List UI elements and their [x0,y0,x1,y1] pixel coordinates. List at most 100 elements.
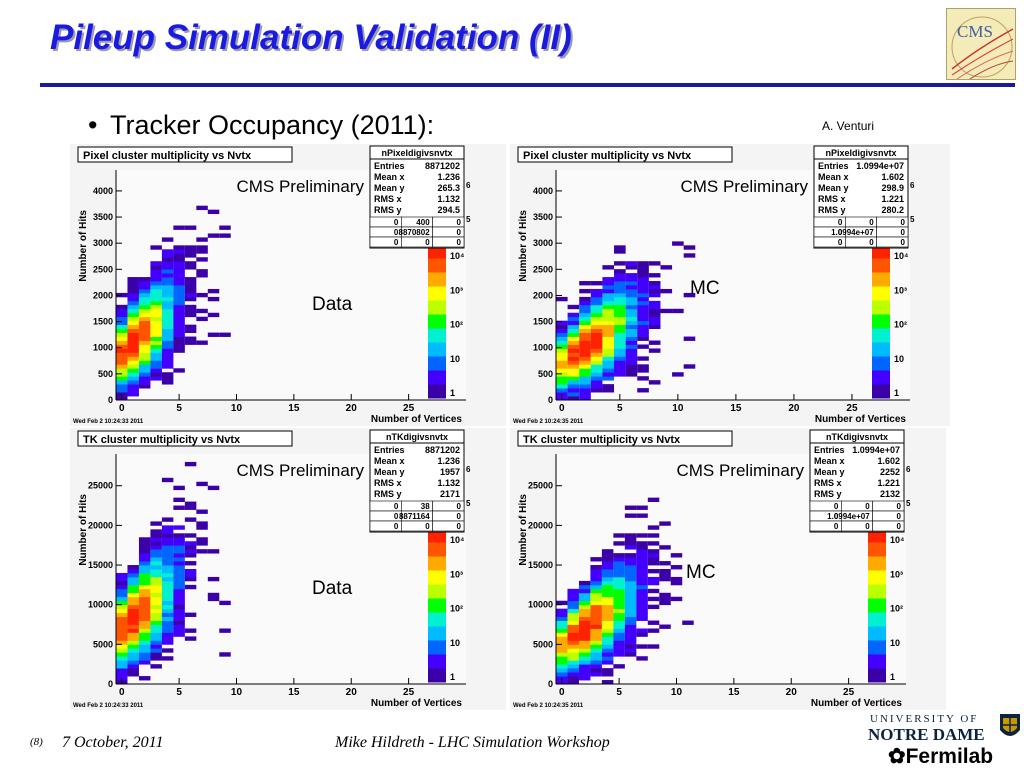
heatmap-cell [590,648,602,653]
heatmap-cell [150,316,162,322]
heatmap-cell [625,281,638,286]
z-exponent-label: 5 [466,499,471,508]
heatmap-cell [624,569,637,574]
heatmap-cell [150,561,162,566]
heatmap-cell [672,241,684,246]
heatmap-cell [150,300,162,306]
heatmap-cell [161,517,174,522]
heatmap-cell [613,557,625,562]
author-name: A. Venturi [822,119,875,133]
heatmap-cell [184,324,197,330]
heatmap-cell [184,461,197,467]
heatmap-cell [579,308,591,314]
heatmap-cell [637,328,649,333]
heatmap-cell [556,352,568,357]
heatmap-cell [161,292,174,298]
y-tick-label: 1500 [93,317,113,327]
heatmap-cell [614,364,626,369]
heatmap-cell [150,616,162,621]
heatmap-cell [624,572,637,578]
heatmap-cell [567,668,579,673]
heatmap-cell [567,664,579,669]
heatmap-cell [150,537,162,542]
color-scale-band [428,598,446,613]
heatmap-cell [614,277,626,282]
heatmap-cell [648,340,661,345]
cms-preliminary-label: CMS Preliminary [676,461,804,480]
heatmap-cell [613,624,625,629]
heatmap-cell [590,348,603,353]
heatmap-cell [173,628,185,633]
heatmap-cell [614,312,626,318]
heatmap-cell [601,569,614,574]
heatmap-cell [207,312,220,318]
heatmap-cell [173,288,185,294]
heatmap-cell [590,640,602,645]
heatmap-cell [161,281,174,286]
heatmap-cell [150,364,162,369]
heatmap-cell [173,596,185,602]
chart-title-frame [77,146,293,163]
heatmap-cell [150,620,162,625]
heatmap-cell [614,288,626,294]
heatmap-cell [590,616,602,621]
heatmap-cell [173,608,185,614]
heatmap-cell [647,525,660,530]
heatmap-cell [670,596,683,602]
heatmap-cell [138,572,151,578]
stats-row-label: Entries [374,445,405,455]
color-scale-band [428,626,446,641]
heatmap-cell [138,620,151,625]
heatmap-cell [150,584,162,590]
heatmap-cell [601,557,614,562]
heatmap-cell [567,340,580,345]
stats-grid-value: 0 [838,218,843,227]
heatmap-cell [567,304,580,310]
heatmap-cell [625,273,638,278]
cms-preliminary-label: CMS Preliminary [236,461,364,480]
heatmap-cell [161,261,174,266]
color-scale-band [428,556,446,571]
heatmap-cell [173,300,185,306]
heatmap-cell [127,624,139,629]
heatmap-cell [624,561,637,566]
stats-name: nPixeldigivsnvtx [825,148,896,158]
x-tick-label: 25 [846,403,858,414]
heatmap-cell [648,288,661,294]
heatmap-cell [173,632,185,637]
heatmap-cell [636,553,648,558]
heatmap-cell [556,624,568,629]
color-scale-band [868,556,886,571]
y-tick-label: 3500 [93,212,113,222]
heatmap-cell [127,348,139,353]
heatmap-cell [637,364,649,369]
x-tick-label: 20 [786,687,798,698]
heatmap-cell [579,368,591,373]
heatmap-cell [613,640,625,645]
heatmap-cell [567,672,579,677]
cms-logo-graphic: CMS [951,16,1014,79]
heatmap-cell [196,316,208,322]
heatmap-cell [602,344,615,349]
heatmap-cell [578,672,591,677]
stats-row-value: 2252 [880,467,900,477]
heatmap-cell [556,652,568,657]
heatmap-cell [636,600,648,606]
color-scale-band [428,668,446,683]
heatmap-cell [590,672,602,677]
heatmap-cell [173,580,185,586]
heatmap-cell [219,233,231,238]
heatmap-cell [173,257,185,262]
color-scale-band [428,342,446,357]
heatmap-cell [624,612,637,617]
heatmap-cell [625,344,638,349]
heatmap-cell [116,332,128,337]
heatmap-cell [625,360,638,365]
heatmap-cell [648,261,661,266]
heatmap-cell [590,376,603,381]
heatmap-cell [150,348,162,353]
color-scale-band [428,356,446,371]
heatmap-cell [150,565,162,570]
heatmap-cell [196,249,208,254]
stats-row-label: Entries [374,161,405,171]
